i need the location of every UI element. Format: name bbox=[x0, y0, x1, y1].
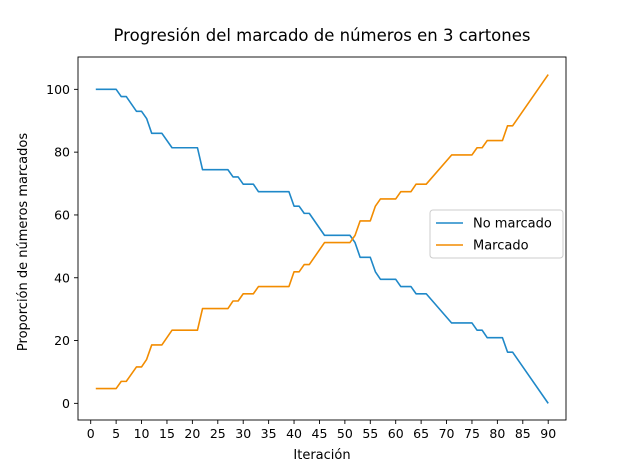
x-tick-label: 70 bbox=[439, 426, 455, 441]
y-tick-label: 100 bbox=[46, 82, 70, 97]
x-tick-label: 50 bbox=[337, 426, 353, 441]
x-tick-label: 55 bbox=[362, 426, 378, 441]
plot-frame bbox=[77, 56, 567, 421]
x-tick-label: 85 bbox=[515, 426, 531, 441]
y-tick-label: 0 bbox=[62, 396, 70, 411]
x-axis-label: Iteración bbox=[293, 448, 350, 463]
x-tick-label: 20 bbox=[184, 426, 200, 441]
x-tick-label: 75 bbox=[464, 426, 480, 441]
x-tick-label: 45 bbox=[312, 426, 328, 441]
x-tick-label: 10 bbox=[134, 426, 150, 441]
series-layer bbox=[95, 74, 549, 404]
y-tick-label: 60 bbox=[54, 207, 70, 222]
y-tick-label: 80 bbox=[54, 145, 70, 160]
legend-label: Marcado bbox=[473, 239, 529, 254]
y-tick-label: 40 bbox=[54, 270, 70, 285]
legend-label: No marcado bbox=[473, 217, 552, 232]
x-tick-label: 90 bbox=[540, 426, 556, 441]
x-tick-label: 60 bbox=[388, 426, 404, 441]
x-tick-label: 30 bbox=[235, 426, 251, 441]
y-tick-label: 20 bbox=[54, 333, 70, 348]
axes-layer: 0 5 10 15 20 25 30 35 40 45 50 55 60 65 70 75 80 85 90 0 20 4… bbox=[46, 56, 567, 441]
x-tick-label: 5 bbox=[112, 426, 120, 441]
x-tick-label: 65 bbox=[413, 426, 429, 441]
y-axis-label: Proporción de números marcados bbox=[16, 133, 31, 351]
chart-title: Progresión del marcado de números en 3 c… bbox=[114, 26, 531, 45]
x-tick-label: 80 bbox=[489, 426, 505, 441]
series-line-no-marcado bbox=[95, 88, 549, 404]
legend: No marcado Marcado bbox=[429, 209, 564, 259]
x-tick-label: 15 bbox=[159, 426, 175, 441]
legend-box bbox=[429, 209, 564, 259]
series-line-marcado bbox=[95, 74, 549, 390]
x-tick-label: 0 bbox=[87, 426, 95, 441]
x-tick-label: 25 bbox=[210, 426, 226, 441]
x-tick-label: 40 bbox=[286, 426, 302, 441]
x-tick-label: 35 bbox=[261, 426, 277, 441]
